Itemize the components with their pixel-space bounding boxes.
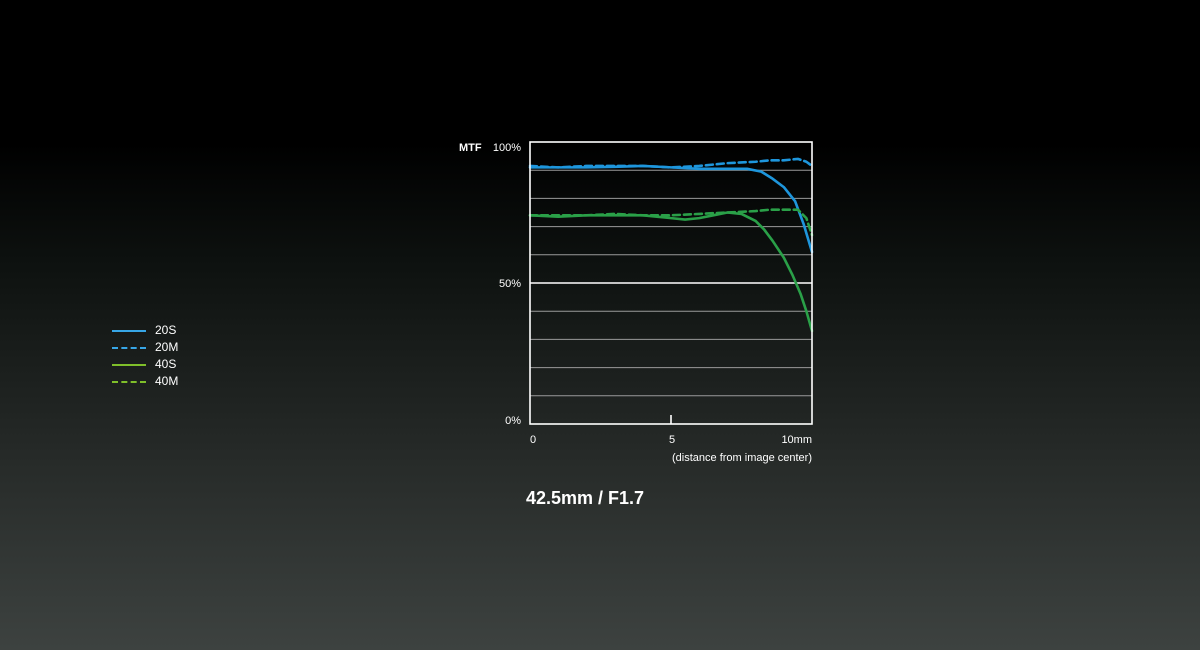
x-tick-label: 0 xyxy=(530,434,536,446)
legend-swatch xyxy=(112,381,146,383)
x-tick-label: 5 xyxy=(669,434,675,446)
x-tick-label: 10mm xyxy=(781,434,812,446)
tick-labels: 0% 50% 100% 0 5 10mm xyxy=(493,142,812,446)
grid-lines xyxy=(530,169,812,424)
x-axis-label: (distance from image center) xyxy=(672,452,812,464)
legend: 20S 20M 40S 40M xyxy=(110,322,230,390)
legend-item-40s: 40S xyxy=(110,356,230,373)
legend-label: 20S xyxy=(155,323,177,337)
series-line-40s xyxy=(528,211,814,333)
legend-label: 40S xyxy=(155,357,177,371)
legend-item-40m: 40M xyxy=(110,373,230,390)
legend-swatch xyxy=(112,364,146,366)
legend-swatch xyxy=(112,330,146,332)
y-axis-title: MTF xyxy=(459,142,482,154)
legend-item-20s: 20S xyxy=(110,322,230,339)
series-lines xyxy=(528,157,814,333)
plot-frame xyxy=(529,141,813,425)
legend-item-20m: 20M xyxy=(110,339,230,356)
y-tick-label: 0% xyxy=(505,415,521,427)
y-tick-label: 100% xyxy=(493,142,521,154)
y-tick-label: 50% xyxy=(499,278,521,290)
legend-label: 20M xyxy=(155,340,179,354)
legend-label: 40M xyxy=(155,374,179,388)
series-line-40m xyxy=(528,208,814,237)
lens-caption: 42.5mm / F1.7 xyxy=(526,488,645,508)
legend-swatch xyxy=(112,347,146,349)
series-line-20m xyxy=(528,157,814,169)
